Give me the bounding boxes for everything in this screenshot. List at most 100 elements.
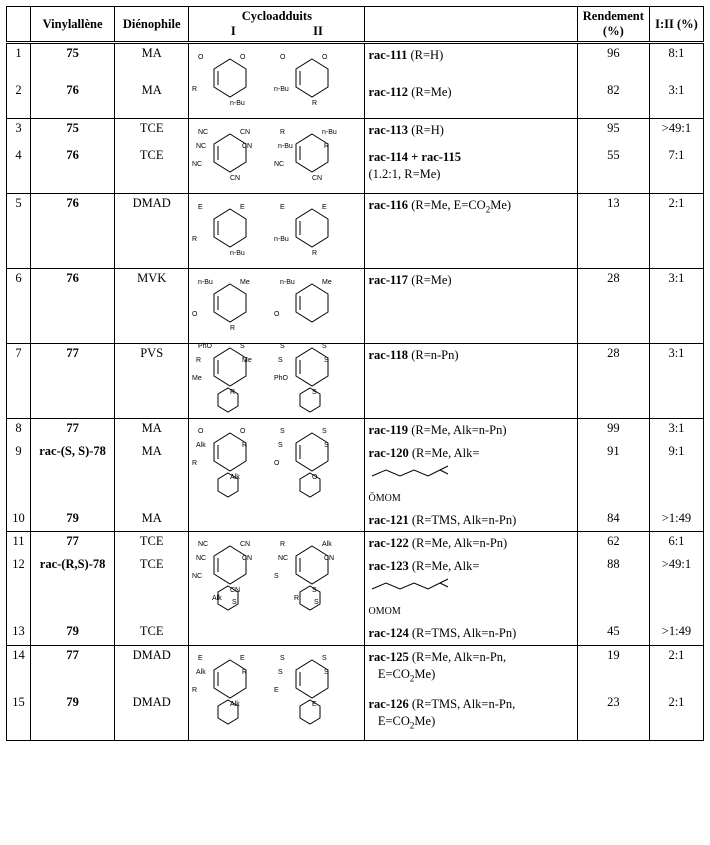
cell-product: rac-125 (R=Me, Alk=n-Pn, E=CO2Me)	[365, 645, 577, 693]
cell-ratio: 3:1	[649, 419, 703, 442]
svg-text:E: E	[198, 204, 203, 211]
cell-dienophile: MA	[115, 419, 189, 442]
cell-product: rac-114 + rac-115(1.2:1, R=Me)	[365, 146, 577, 193]
cell-index: 14	[7, 645, 31, 693]
cell-yield: 95	[577, 119, 649, 147]
cell-ratio: 2:1	[649, 194, 703, 269]
cell-ratio: 3:1	[649, 269, 703, 344]
svg-text:PhO: PhO	[198, 343, 213, 350]
cell-index: 3	[7, 119, 31, 147]
svg-text:R: R	[294, 595, 299, 602]
cell-index: 13	[7, 622, 31, 645]
svg-text:R: R	[280, 129, 285, 136]
svg-text:n-Bu: n-Bu	[280, 279, 295, 286]
svg-text:R: R	[242, 442, 247, 449]
cell-yield: 45	[577, 622, 649, 645]
cell-yield: 55	[577, 146, 649, 193]
svg-text:NC: NC	[274, 161, 284, 168]
col-yield: Rendement (%)	[577, 7, 649, 43]
svg-text:R: R	[192, 86, 197, 93]
cell-cycloadducts: NCCNNCCNRAlkSSNCCNNCCNAlkRSS	[189, 532, 365, 645]
svg-text:S: S	[278, 669, 283, 676]
cell-product: rac-119 (R=Me, Alk=n-Pn)	[365, 419, 577, 442]
cell-ratio: 8:1	[649, 43, 703, 82]
svg-text:S: S	[278, 442, 283, 449]
structure-pair-icon: PhOSMeRSSPhOSRMeSS	[192, 346, 361, 416]
cell-dienophile: TCE	[115, 555, 189, 622]
svg-text:NC: NC	[198, 129, 208, 136]
cell-ratio: 3:1	[649, 81, 703, 118]
svg-text:S: S	[278, 357, 283, 364]
svg-text:NC: NC	[198, 541, 208, 548]
svg-text:n-Bu: n-Bu	[322, 129, 337, 136]
svg-text:R: R	[280, 541, 285, 548]
cell-index: 10	[7, 509, 31, 532]
cell-product: rac-123 (R=Me, Alk=OMOM	[365, 555, 577, 622]
cell-dienophile: DMAD	[115, 194, 189, 269]
structure-pair-icon: OORn-BuOOn-BuR	[192, 46, 361, 116]
cell-yield: 23	[577, 693, 649, 741]
svg-text:E: E	[198, 655, 203, 662]
cell-yield: 28	[577, 269, 649, 344]
cell-product: rac-122 (R=Me, Alk=n-Pn)	[365, 532, 577, 555]
col-cyc-II: II	[313, 24, 323, 39]
cell-yield: 28	[577, 344, 649, 419]
svg-text:CN: CN	[324, 555, 334, 562]
svg-text:CN: CN	[240, 541, 250, 548]
svg-text:O: O	[192, 311, 198, 318]
cell-dienophile: MA	[115, 442, 189, 509]
cell-cycloadducts: EERAlkSSEEAlkRSS	[189, 645, 365, 740]
svg-text:Me: Me	[242, 357, 252, 364]
table-row: 375TCENCCNNCCNRn-BuNCCNNCCNn-BuRrac-113 …	[7, 119, 704, 147]
cell-dienophile: MA	[115, 509, 189, 532]
cell-product: rac-126 (R=TMS, Alk=n-Pn, E=CO2Me)	[365, 693, 577, 741]
cell-product: rac-124 (R=TMS, Alk=n-Pn)	[365, 622, 577, 645]
cell-vinylallene: 77	[31, 645, 115, 693]
cell-index: 5	[7, 194, 31, 269]
svg-text:S: S	[274, 573, 279, 580]
cell-cycloadducts: PhOSMeRSSPhOSRMeSS	[189, 344, 365, 419]
svg-text:Me: Me	[192, 375, 202, 382]
cell-ratio: 7:1	[649, 146, 703, 193]
svg-text:O: O	[280, 54, 286, 61]
svg-text:NC: NC	[192, 161, 202, 168]
cell-ratio: >1:49	[649, 509, 703, 532]
cell-ratio: >1:49	[649, 622, 703, 645]
structure-pair-icon: EERn-BuEEn-BuR	[192, 196, 361, 266]
svg-text:O: O	[322, 54, 328, 61]
structure-pair-icon: n-BuMeORn-BuMeO	[192, 271, 361, 341]
svg-text:R: R	[242, 669, 247, 676]
cell-yield: 62	[577, 532, 649, 555]
cell-yield: 19	[577, 645, 649, 693]
svg-text:E: E	[274, 687, 279, 694]
cell-index: 7	[7, 344, 31, 419]
cell-product: rac-112 (R=Me)	[365, 81, 577, 118]
cell-cycloadducts: EERn-BuEEn-BuR	[189, 194, 365, 269]
cell-vinylallene: 75	[31, 43, 115, 82]
col-dienophile: Diénophile	[115, 7, 189, 43]
svg-text:O: O	[198, 428, 204, 435]
svg-text:S: S	[324, 669, 329, 676]
svg-text:O: O	[198, 54, 204, 61]
svg-text:R: R	[324, 143, 329, 150]
svg-text:CN: CN	[240, 129, 250, 136]
cell-dienophile: TCE	[115, 622, 189, 645]
cell-dienophile: MA	[115, 81, 189, 118]
table-row: 1477DMADEERAlkSSEEAlkRSSrac-125 (R=Me, A…	[7, 645, 704, 693]
svg-text:R: R	[192, 687, 197, 694]
svg-text:Me: Me	[322, 279, 332, 286]
structure-pair-icon: OORAlkSSOOAlkRSS	[192, 421, 361, 511]
svg-text:S: S	[322, 655, 327, 662]
svg-text:Alk: Alk	[196, 442, 206, 449]
cell-vinylallene: 75	[31, 119, 115, 147]
cell-index: 6	[7, 269, 31, 344]
cycloaddition-table: Vinylallène Diénophile Cycloadduits I II…	[6, 6, 704, 741]
svg-text:S: S	[240, 343, 245, 350]
table-row: 576DMADEERn-BuEEn-BuRrac-116 (R=Me, E=CO…	[7, 194, 704, 269]
cell-cycloadducts: OORAlkSSOOAlkRSS	[189, 419, 365, 532]
svg-text:CN: CN	[230, 175, 240, 182]
cell-yield: 88	[577, 555, 649, 622]
svg-text:n-Bu: n-Bu	[278, 143, 293, 150]
cell-vinylallene: 77	[31, 419, 115, 442]
cell-index: 1	[7, 43, 31, 82]
